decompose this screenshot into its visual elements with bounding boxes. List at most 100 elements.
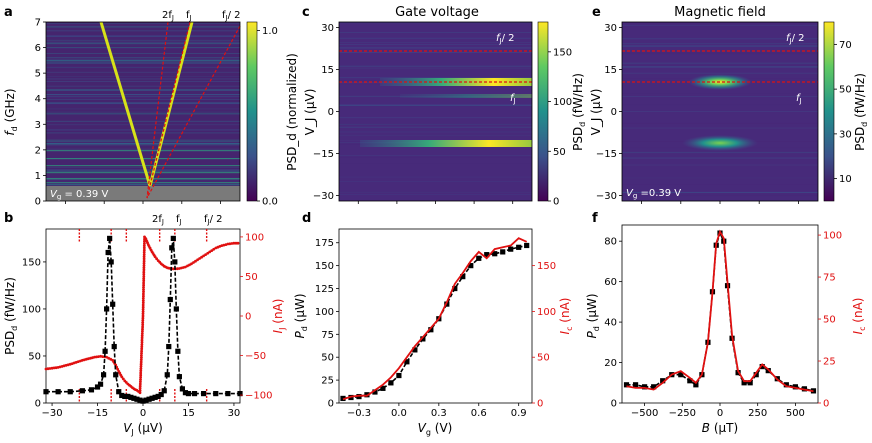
data-point bbox=[142, 250, 146, 254]
heatmap-noise-line bbox=[339, 67, 532, 69]
data-point bbox=[175, 348, 181, 354]
data-point bbox=[107, 356, 110, 360]
tick-label: 0 bbox=[611, 399, 617, 410]
heatmap-noise-line bbox=[622, 72, 818, 74]
data-point bbox=[142, 277, 146, 281]
heatmap-noise-line bbox=[46, 30, 240, 32]
plot-b-series bbox=[43, 235, 243, 404]
heatmap-noise-line bbox=[46, 35, 240, 37]
data-point bbox=[138, 389, 142, 392]
data-point bbox=[142, 255, 146, 259]
heatmap-noise-line bbox=[622, 192, 818, 193]
colorbar-e bbox=[824, 22, 834, 201]
data-point bbox=[164, 372, 170, 378]
data-point bbox=[161, 388, 167, 394]
heatmap-noise-line bbox=[339, 200, 532, 201]
tick-label: 0 bbox=[245, 312, 251, 323]
heatmap-noise-line bbox=[339, 44, 532, 45]
data-point bbox=[741, 380, 747, 386]
title-e: Magnetic field bbox=[674, 5, 766, 20]
tick-label: 0 bbox=[537, 399, 543, 410]
heatmap-noise-line bbox=[46, 143, 240, 144]
heatmap-noise-line bbox=[46, 132, 240, 133]
data-point bbox=[43, 389, 49, 395]
axis-e-ylabel: V_J (μV) bbox=[589, 89, 603, 136]
data-point bbox=[139, 369, 143, 373]
annotation-a-vg: Vg = 0.39 V bbox=[50, 189, 108, 201]
colorbar-e-label: PSDd (fW/Hz) bbox=[853, 73, 869, 151]
tick-label: 150 bbox=[553, 47, 572, 58]
data-point bbox=[404, 359, 410, 365]
heatmap-noise-line bbox=[46, 53, 240, 54]
annotation-b-fjhalf: fJ/ 2 bbox=[204, 214, 223, 226]
data-point bbox=[67, 389, 73, 395]
data-point bbox=[759, 363, 765, 370]
heatmap-noise-line bbox=[46, 103, 240, 105]
panel-e: e Magnetic field 30 15 0 −15 −30 fJ/ 2 fJ Vg… bbox=[589, 5, 869, 202]
heatmap-noise-line bbox=[46, 182, 240, 184]
tick-label: 0 bbox=[717, 408, 723, 419]
annotation-a-2fj: 2fJ bbox=[162, 10, 174, 22]
tick-label: 100 bbox=[315, 307, 334, 318]
data-point bbox=[167, 296, 173, 303]
plot-f-series bbox=[623, 229, 817, 394]
tick-label: 0.0 bbox=[391, 408, 407, 419]
heatmap-noise-line bbox=[46, 90, 240, 92]
heatmap-noise-line bbox=[46, 124, 240, 126]
annotation-e-fj: fJ bbox=[796, 93, 802, 105]
data-point bbox=[142, 290, 145, 294]
colorbar-c-frame bbox=[537, 21, 549, 202]
heatmap-noise-line bbox=[46, 113, 240, 115]
heatmap-noise-line bbox=[339, 181, 532, 182]
heatmap-a-fj-line bbox=[146, 21, 191, 199]
heatmap-noise-line bbox=[339, 22, 532, 23]
plot-d-axes: −0.3 0.0 0.3 0.6 0.9 0 25 50 75 100 125 150 175 0 50 10… bbox=[315, 238, 556, 419]
data-point bbox=[138, 386, 142, 390]
data-point bbox=[204, 253, 208, 256]
panel-label-c: c bbox=[302, 5, 310, 20]
data-point bbox=[170, 235, 176, 242]
heatmap-noise-line bbox=[339, 155, 532, 156]
plot-f-frame bbox=[621, 224, 819, 404]
tick-label: 15 bbox=[182, 408, 195, 419]
heatmap-noise-line bbox=[46, 102, 240, 104]
heatmap-noise-line bbox=[46, 67, 240, 69]
heatmap-noise-line bbox=[622, 38, 818, 40]
heatmap-noise-line bbox=[622, 195, 818, 197]
plot-b-axes: −30 −15 0 15 30 0 50 100 150 −100 −50 0 50 100 bbox=[22, 232, 273, 419]
data-point bbox=[140, 340, 144, 344]
data-point bbox=[121, 377, 125, 381]
data-point bbox=[140, 398, 146, 404]
heatmap-noise-line bbox=[46, 148, 240, 150]
panel-d: d −0.3 0.0 0.3 0.6 0.9 0 25 50 75 100 125 150 175 0 50… bbox=[293, 211, 574, 437]
tick-label: 30 bbox=[321, 23, 334, 34]
heatmap-noise-line bbox=[46, 145, 240, 146]
heatmap-noise-line bbox=[339, 105, 532, 107]
heatmap-noise-line bbox=[622, 96, 818, 97]
heatmap-noise-line bbox=[622, 110, 818, 112]
tick-label: −100 bbox=[245, 391, 272, 402]
heatmap-a-noise bbox=[46, 23, 240, 186]
heatmap-noise-line bbox=[46, 23, 240, 24]
heatmap-noise-line bbox=[46, 95, 240, 97]
data-point bbox=[234, 241, 238, 245]
tick-label: 125 bbox=[315, 284, 334, 295]
heatmap-noise-line bbox=[622, 62, 818, 64]
heatmap-noise-line bbox=[46, 80, 240, 82]
data-point bbox=[113, 372, 119, 378]
tick-label: 1.0 bbox=[262, 26, 278, 37]
data-point bbox=[210, 249, 214, 253]
axis-f-ylabel-right: Ic (nA) bbox=[851, 298, 867, 335]
heatmap-noise-line bbox=[339, 51, 532, 53]
tick-label: 25 bbox=[321, 376, 334, 387]
data-point bbox=[155, 393, 161, 400]
data-point bbox=[172, 259, 178, 265]
data-point bbox=[141, 323, 145, 327]
heatmap-noise-line bbox=[46, 94, 240, 96]
heatmap-noise-line bbox=[339, 131, 532, 133]
heatmap-noise-line bbox=[46, 144, 240, 146]
heatmap-noise-line bbox=[339, 194, 532, 195]
tick-label: 0 bbox=[35, 197, 41, 208]
annotation-b-fj: fJ bbox=[176, 214, 182, 226]
heatmap-noise-line bbox=[622, 43, 818, 45]
